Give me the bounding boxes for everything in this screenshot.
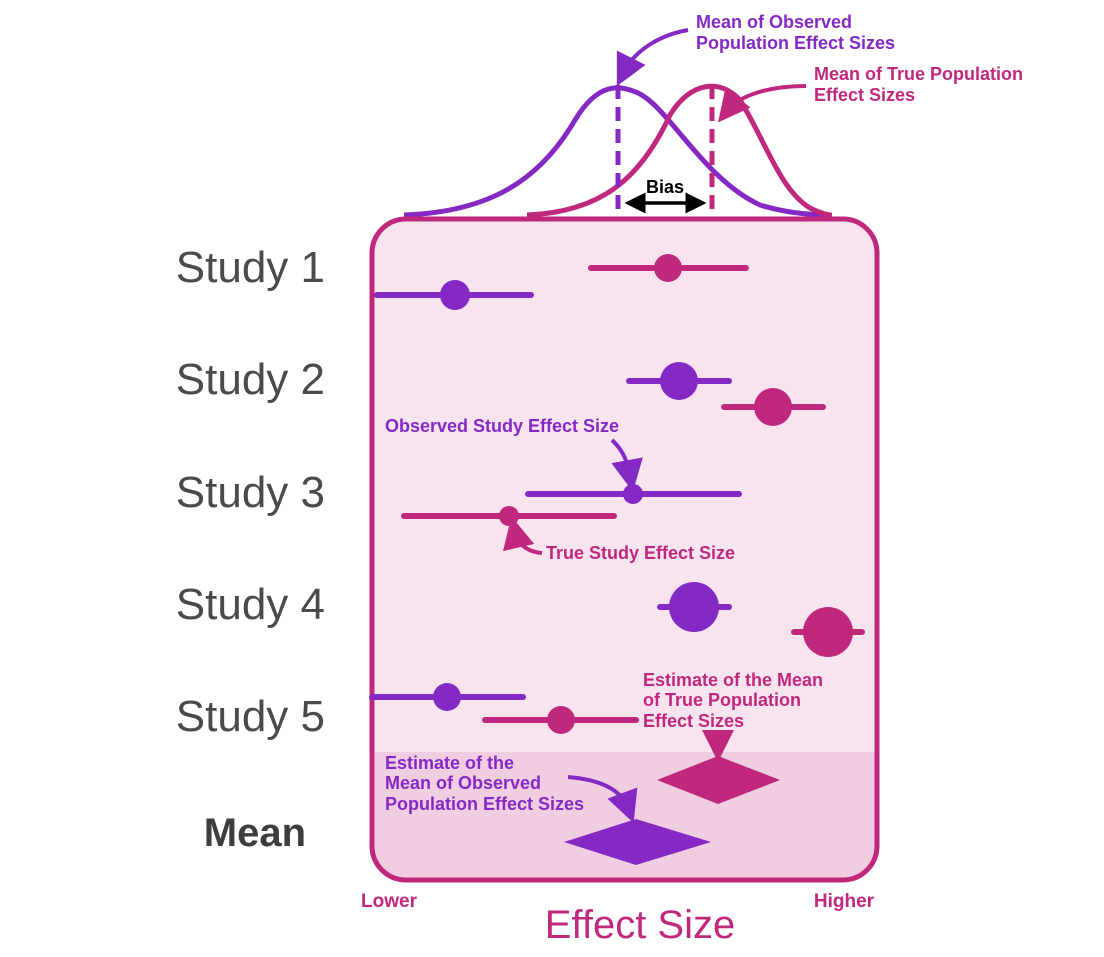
true-mean-label-line2: Effect Sizes — [814, 85, 915, 105]
est-obs-label-line2: Mean of Observed — [385, 773, 541, 793]
mean-row-label: Mean — [204, 811, 306, 855]
true-mean-estimate-diamond — [657, 756, 780, 804]
true-mean-arrow — [717, 84, 807, 123]
study4-true-point — [803, 607, 853, 657]
est-obs-label-line3: Population Effect Sizes — [385, 794, 584, 814]
study5-observed-point — [433, 683, 461, 711]
study-label-4: Study 4 — [176, 580, 325, 629]
study2-observed-point — [660, 362, 698, 400]
observed-study-effect-label: Observed Study Effect Size — [385, 416, 619, 436]
est-obs-label-line1: Estimate of the — [385, 753, 514, 773]
study-label-5: Study 5 — [176, 692, 325, 741]
study-panel-border — [369, 216, 880, 883]
axis-higher-label: Higher — [814, 891, 875, 912]
observed-study-effect-arrow — [610, 438, 643, 492]
study1-observed-point — [440, 280, 470, 310]
true-study-effect-label: True Study Effect Size — [546, 543, 735, 563]
study2-true-point — [754, 388, 792, 426]
study4-observed-point — [669, 582, 719, 632]
study3-observed-point — [623, 484, 643, 504]
est-true-label-line2: of True Population — [643, 690, 801, 710]
study5-true-point — [547, 706, 575, 734]
study-panel — [372, 219, 877, 880]
est-true-label-line3: Effect Sizes — [643, 711, 744, 731]
est-true-label-line1: Estimate of the Mean — [643, 670, 823, 690]
observed-mean-label-line2: Population Effect Sizes — [696, 33, 895, 53]
observed-mean-estimate-diamond — [564, 819, 711, 865]
true-mean-label-line1: Mean of True Population — [814, 64, 1023, 84]
study-label-2: Study 2 — [176, 355, 325, 404]
true-study-effect-arrow — [503, 516, 543, 555]
study3-true-point — [499, 506, 519, 526]
est-obs-arrow — [567, 775, 638, 823]
observed-distribution-curve — [403, 85, 831, 218]
observed-mean-label-line1: Mean of Observed — [696, 12, 852, 32]
axis-lower-label: Lower — [361, 891, 418, 912]
observed-mean-arrow — [616, 28, 689, 87]
study-label-1: Study 1 — [176, 243, 325, 292]
bias-label: Bias — [646, 177, 684, 197]
axis-title: Effect Size — [545, 903, 735, 947]
study1-true-point — [654, 254, 682, 282]
study-label-3: Study 3 — [176, 468, 325, 517]
